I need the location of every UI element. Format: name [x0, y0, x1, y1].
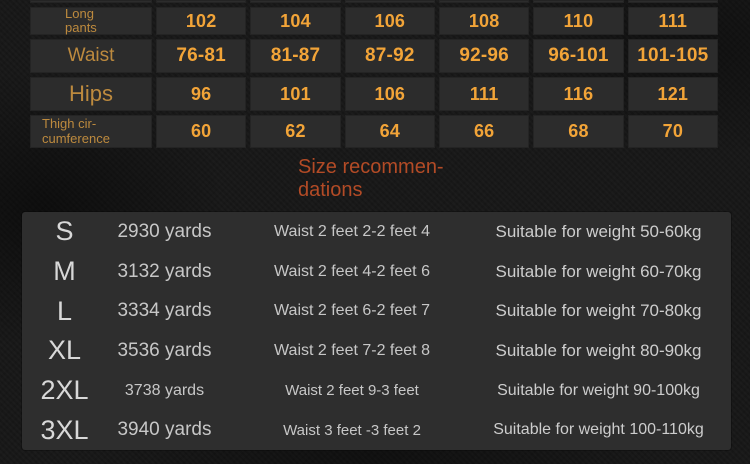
size-recommendation-panel: S 2930 yards Waist 2 feet 2-2 feet 4 Sui… — [22, 212, 731, 450]
cell-value: 60 — [190, 121, 212, 141]
yards-value: 3536 yards — [117, 339, 212, 361]
cell-value: 104 — [280, 10, 311, 31]
waist-range: Waist 2 feet 7-2 feet 8 — [274, 341, 430, 359]
table-cell: 96 — [156, 77, 247, 111]
waist-range: Waist 2 feet 6-2 feet 7 — [274, 302, 430, 320]
table-cell: 102 — [156, 7, 247, 35]
table-cell: 68 — [533, 115, 624, 148]
cell-value: 101 — [280, 83, 311, 104]
size-row-3xl: 3XL 3940 yards Waist 3 feet -3 feet 2 Su… — [22, 410, 731, 450]
table-cell — [627, 0, 718, 3]
cell-value: 66 — [473, 121, 495, 141]
size-label: 2XL — [40, 375, 89, 406]
cell-value: 62 — [285, 121, 306, 141]
cell-value: 96 — [190, 83, 212, 104]
yards-value: 3334 yards — [117, 300, 212, 322]
row-header-cell: Long pants — [30, 5, 152, 35]
weight-range: Suitable for weight 90-100kg — [497, 381, 700, 399]
table-cell — [439, 0, 530, 3]
cell-value: 102 — [185, 10, 217, 31]
size-row-2xl: 2XL 3738 yards Waist 2 feet 9-3 feet Sui… — [22, 371, 731, 411]
size-row-m: M 3132 yards Waist 2 feet 4-2 feet 6 Sui… — [22, 252, 731, 292]
table-cell: 70 — [627, 115, 718, 148]
table-cell: 121 — [627, 77, 718, 111]
table-cell — [344, 0, 435, 3]
table-cell: 92-96 — [439, 39, 530, 73]
row-header-cell: Waist — [30, 39, 152, 73]
table-cell: 106 — [344, 77, 435, 111]
cell-value: 111 — [469, 83, 499, 104]
weight-range: Suitable for weight 80-90kg — [495, 340, 702, 360]
cell-value: 110 — [563, 10, 594, 31]
table-cell — [156, 0, 247, 3]
cell-value: 76-81 — [176, 45, 226, 66]
table-cell: 66 — [439, 115, 530, 148]
size-row-xl: XL 3536 yards Waist 2 feet 7-2 feet 8 Su… — [22, 331, 731, 371]
table-cell: 108 — [439, 7, 530, 35]
table-cell: 104 — [250, 7, 341, 35]
cell-value: 64 — [379, 121, 401, 141]
size-label: S — [55, 216, 74, 247]
waist-range: Waist 2 feet 9-3 feet — [285, 382, 419, 400]
cell-value: 121 — [657, 83, 689, 104]
table-cell: 64 — [344, 115, 435, 148]
cell-value: 106 — [374, 83, 406, 104]
row-header-cell: Hips — [30, 77, 152, 111]
table-cell: 111 — [627, 7, 718, 35]
table-cell — [533, 0, 624, 3]
table-cell — [30, 0, 152, 3]
size-spec-table: Long pants 102 104 106 108 110 111 Waist… — [30, 0, 718, 148]
cell-value: 101-105 — [637, 45, 709, 66]
table-cell — [250, 0, 341, 3]
waist-range: Waist 3 feet -3 feet 2 — [283, 421, 421, 439]
table-cell: 101-105 — [627, 39, 718, 73]
size-row-s: S 2930 yards Waist 2 feet 2-2 feet 4 Sui… — [22, 212, 731, 252]
table-cell: 106 — [344, 7, 435, 35]
table-cell: 101 — [250, 77, 341, 111]
table-cell: 110 — [533, 7, 624, 35]
row-label: Long pants — [65, 5, 97, 35]
cell-value: 106 — [374, 10, 406, 31]
size-recommendation-heading: Size recommen- dations — [298, 156, 478, 202]
row-label: Waist — [67, 44, 115, 66]
yards-value: 3940 yards — [117, 419, 212, 441]
size-label: M — [53, 256, 76, 286]
weight-range: Suitable for weight 60-70kg — [495, 261, 702, 281]
cell-value: 87-92 — [365, 45, 415, 66]
waist-range: Waist 2 feet 4-2 feet 6 — [274, 262, 430, 280]
table-cell: 96-101 — [533, 39, 624, 73]
weight-range: Suitable for weight 100-110kg — [493, 421, 704, 439]
weight-range: Suitable for weight 70-80kg — [495, 301, 702, 321]
cell-value: 116 — [563, 83, 594, 104]
table-cell: 111 — [439, 77, 530, 111]
yards-value: 3738 yards — [124, 381, 205, 399]
table-cell: 116 — [533, 77, 624, 111]
yards-value: 3132 yards — [117, 260, 212, 282]
size-row-l: L 3334 yards Waist 2 feet 6-2 feet 7 Sui… — [22, 291, 731, 331]
table-cell: 76-81 — [156, 39, 247, 73]
table-cell: 62 — [250, 115, 341, 148]
heading-line-1: Size recommen- — [298, 156, 444, 178]
row-header-cell: Thigh cir-cumference — [30, 115, 152, 148]
table-cell: 87-92 — [344, 39, 435, 73]
table-cell: 81-87 — [250, 39, 341, 73]
cell-value: 92-96 — [459, 45, 509, 66]
size-label: XL — [47, 335, 82, 366]
cell-value: 68 — [568, 121, 589, 141]
cell-value: 81-87 — [270, 45, 321, 66]
weight-range: Suitable for weight 50-60kg — [495, 221, 702, 241]
heading-line-2: dations — [298, 179, 363, 201]
waist-range: Waist 2 feet 2-2 feet 4 — [274, 222, 430, 240]
size-label: 3XL — [40, 414, 89, 445]
size-label: L — [56, 295, 73, 326]
cell-value: 108 — [468, 10, 500, 31]
table-cell: 60 — [156, 115, 247, 148]
row-label: Thigh cir-cumference — [42, 116, 110, 146]
cell-value: 96-101 — [548, 45, 609, 66]
cell-value: 70 — [662, 121, 684, 141]
cell-value: 111 — [658, 10, 688, 31]
row-label: Hips — [68, 81, 113, 107]
yards-value: 2930 yards — [117, 220, 212, 242]
